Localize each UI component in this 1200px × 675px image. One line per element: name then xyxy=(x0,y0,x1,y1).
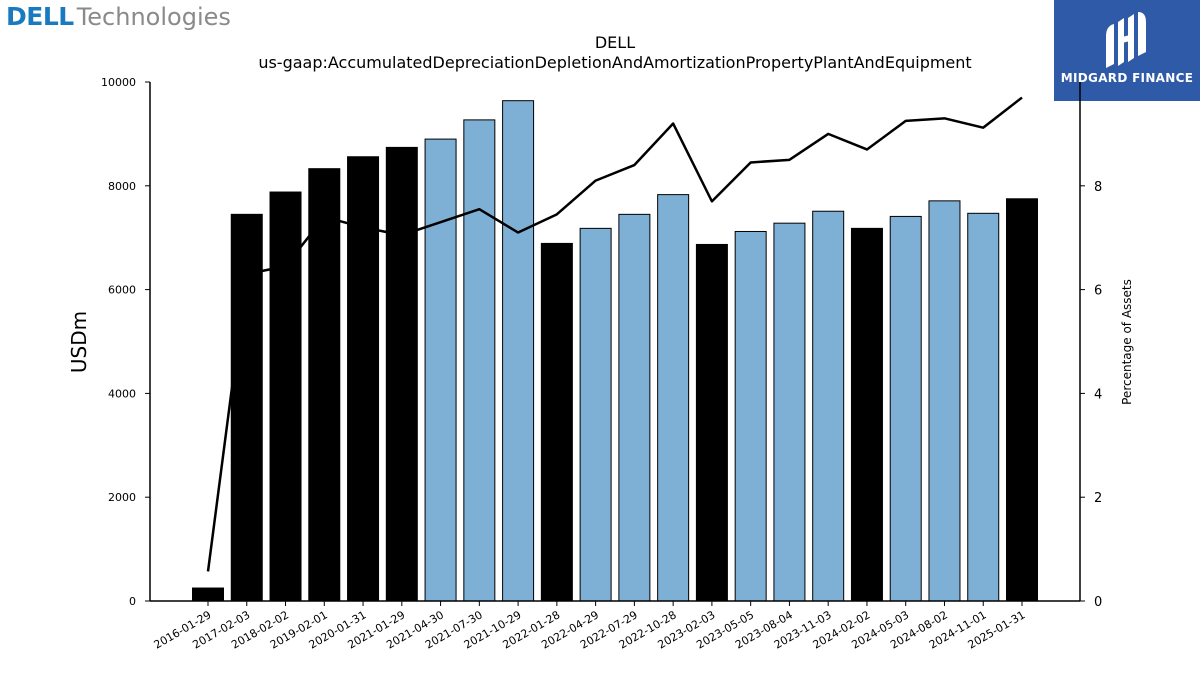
dell-logo-wordmark: DELL xyxy=(6,2,74,31)
bars-layer xyxy=(192,100,1038,602)
y-tick-label: 8000 xyxy=(108,180,136,193)
y2-tick-label: 8 xyxy=(1094,180,1102,195)
bar xyxy=(1006,198,1038,602)
bar xyxy=(579,227,612,602)
dell-technologies-logo: DELL Technologies xyxy=(6,2,231,36)
bar xyxy=(889,215,922,602)
bar xyxy=(540,242,573,602)
bar xyxy=(967,212,1000,602)
chart-subtitle: us-gaap:AccumulatedDepreciationDepletion… xyxy=(258,53,971,72)
y2-tick-label: 6 xyxy=(1094,284,1102,299)
midgard-finance-logo: MIDGARD FINANCE xyxy=(1054,0,1200,101)
bar xyxy=(308,168,341,602)
line-layer xyxy=(206,96,1023,572)
y-axis-label: USDm xyxy=(67,311,91,373)
y-tick-label: 2000 xyxy=(108,491,136,504)
y2-tick-label: 0 xyxy=(1094,595,1102,610)
y-tick-label: 4000 xyxy=(108,387,136,400)
bar xyxy=(657,194,690,602)
chart-title: DELL xyxy=(595,33,635,52)
bar xyxy=(192,587,224,602)
y2-tick-label: 2 xyxy=(1094,491,1102,506)
bar xyxy=(347,156,380,602)
midgard-finance-label: MIDGARD FINANCE xyxy=(1060,71,1194,85)
bar xyxy=(502,100,535,602)
y-tick-label: 10000 xyxy=(101,76,136,89)
percentage-line xyxy=(206,96,1023,572)
bar xyxy=(424,138,457,602)
y-tick-label: 6000 xyxy=(108,284,136,297)
bar xyxy=(385,146,418,602)
bar xyxy=(773,222,806,602)
bar xyxy=(695,243,728,602)
midgard-emblem-icon xyxy=(1106,12,1146,68)
y2-axis-label: Percentage of Assets xyxy=(1120,279,1134,405)
technologies-wordmark: Technologies xyxy=(76,3,231,31)
bar xyxy=(850,227,883,602)
bar xyxy=(928,200,961,602)
y2-tick-label: 4 xyxy=(1094,387,1102,402)
bar xyxy=(463,119,496,602)
bar xyxy=(269,191,302,602)
bar xyxy=(812,210,845,602)
bar xyxy=(618,213,651,602)
bar xyxy=(734,230,767,602)
y-tick-label: 0 xyxy=(129,595,136,608)
